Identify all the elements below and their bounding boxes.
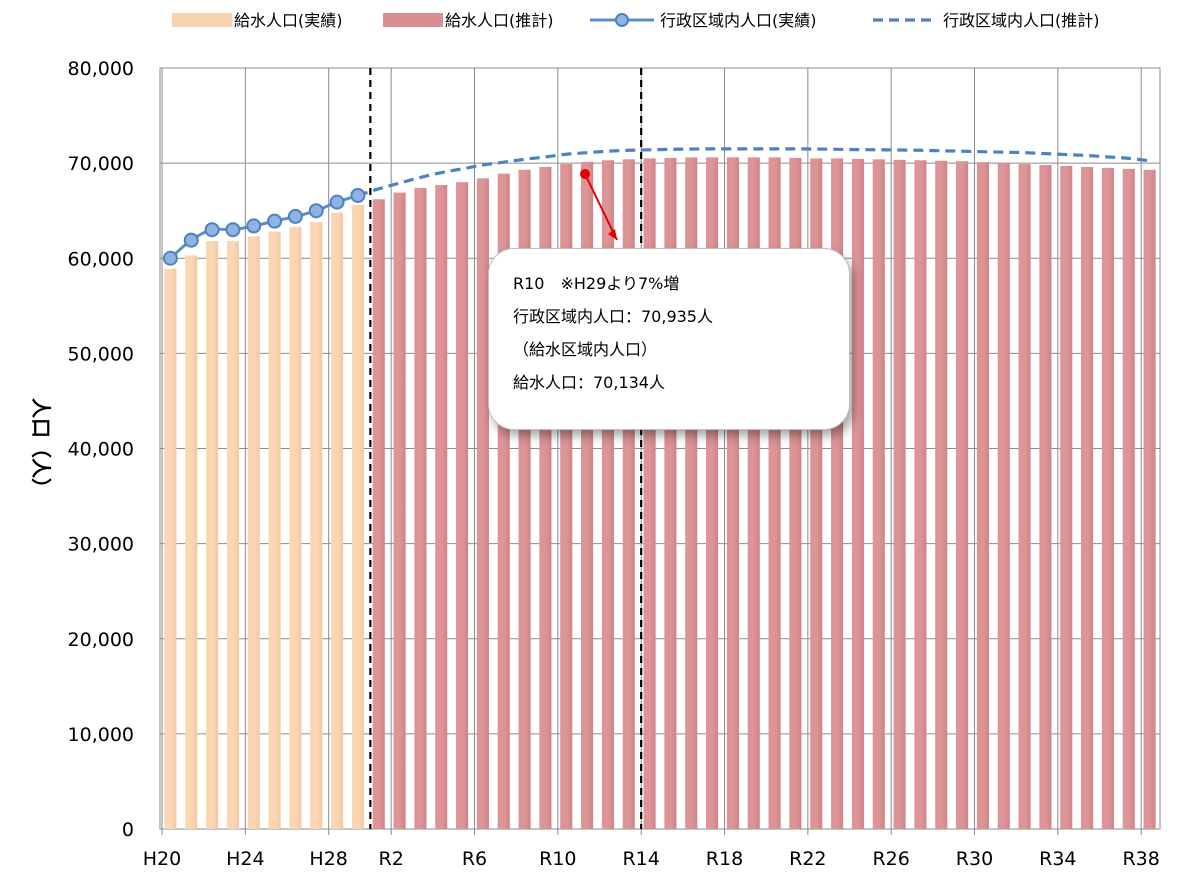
x-tick-label: R22 xyxy=(789,848,826,870)
line-marker xyxy=(246,218,262,234)
x-tick-label: R18 xyxy=(706,848,743,870)
annotation-line-4: 給水人口：70,134人 xyxy=(513,373,665,392)
bar xyxy=(914,160,927,830)
bar xyxy=(456,182,469,829)
x-tick-label: R26 xyxy=(872,848,909,870)
bar xyxy=(476,178,489,830)
legend-label: 給水人口(推計) xyxy=(445,11,554,30)
bar xyxy=(351,204,364,830)
bar xyxy=(414,187,427,830)
legend-label: 行政区域内人口(実績) xyxy=(660,11,817,30)
y-tick-label: 0 xyxy=(122,819,134,841)
line-marker xyxy=(287,208,303,224)
x-tick-label: R2 xyxy=(379,848,404,870)
line-actual-population xyxy=(169,194,359,260)
bar xyxy=(164,268,177,829)
line-marker xyxy=(329,194,345,210)
x-tick-label: H24 xyxy=(226,848,264,870)
bar xyxy=(226,241,239,829)
bar xyxy=(956,161,969,829)
legend-swatch xyxy=(383,13,443,27)
annotation-line-2: 行政区域内人口：70,935人 xyxy=(513,307,713,326)
bar xyxy=(872,159,885,829)
legend-marker xyxy=(615,13,629,27)
bar xyxy=(1122,168,1135,829)
bar xyxy=(997,163,1010,829)
bar xyxy=(1039,165,1052,830)
x-tick-label: H28 xyxy=(309,848,347,870)
annotation-line-1: R10 ※H29より7%増 xyxy=(513,274,680,293)
bar xyxy=(185,255,198,830)
line-forecast-population xyxy=(357,147,1150,197)
bar xyxy=(1101,167,1114,830)
x-tick-label: R30 xyxy=(956,848,993,870)
bar xyxy=(976,162,989,829)
bar xyxy=(393,192,406,829)
bar xyxy=(935,160,948,829)
bar xyxy=(268,231,281,830)
bar xyxy=(1143,169,1156,829)
bar xyxy=(851,158,864,830)
bar xyxy=(1060,165,1073,829)
bar xyxy=(331,212,344,830)
y-tick-label: 80,000 xyxy=(68,58,134,80)
bar xyxy=(206,241,219,829)
line-marker xyxy=(225,222,241,238)
bar xyxy=(435,185,448,829)
legend-label: 行政区域内人口(推計) xyxy=(943,11,1100,30)
bar xyxy=(1018,164,1031,830)
legend-label: 給水人口(実績) xyxy=(234,11,343,30)
line-marker xyxy=(162,250,178,266)
x-tick-label: H20 xyxy=(143,848,181,870)
x-tick-label: R14 xyxy=(622,848,659,870)
annotation-arrow xyxy=(584,173,618,241)
legend-swatch xyxy=(172,13,232,27)
bar xyxy=(372,199,385,829)
y-tick-label: 40,000 xyxy=(68,439,134,461)
y-tick-label: 30,000 xyxy=(68,534,134,556)
bar xyxy=(247,236,260,830)
line-marker xyxy=(204,222,220,238)
y-tick-label: 50,000 xyxy=(68,343,134,365)
y-tick-label: 70,000 xyxy=(68,153,134,175)
annotation-arrowhead xyxy=(608,229,617,240)
x-tick-label: R6 xyxy=(462,848,487,870)
line-marker xyxy=(267,213,283,229)
bar xyxy=(289,226,302,829)
x-tick-label: R10 xyxy=(539,848,576,870)
line-marker xyxy=(183,232,199,248)
x-tick-label: R38 xyxy=(1122,848,1159,870)
annotation-callout: R10 ※H29より7%増 行政区域内人口：70,935人 （給水区域内人口） … xyxy=(488,248,850,430)
annotation-line-3: （給水区域内人口） xyxy=(513,340,658,359)
y-axis-title: 人口（人） xyxy=(29,398,53,498)
line-marker xyxy=(350,187,366,203)
bar xyxy=(1081,166,1094,829)
line-marker xyxy=(308,203,324,219)
bar xyxy=(310,222,323,830)
y-tick-label: 60,000 xyxy=(68,248,134,270)
y-tick-label: 10,000 xyxy=(68,724,134,746)
bar xyxy=(893,159,906,829)
x-tick-label: R34 xyxy=(1039,848,1076,870)
y-tick-label: 20,000 xyxy=(68,629,134,651)
